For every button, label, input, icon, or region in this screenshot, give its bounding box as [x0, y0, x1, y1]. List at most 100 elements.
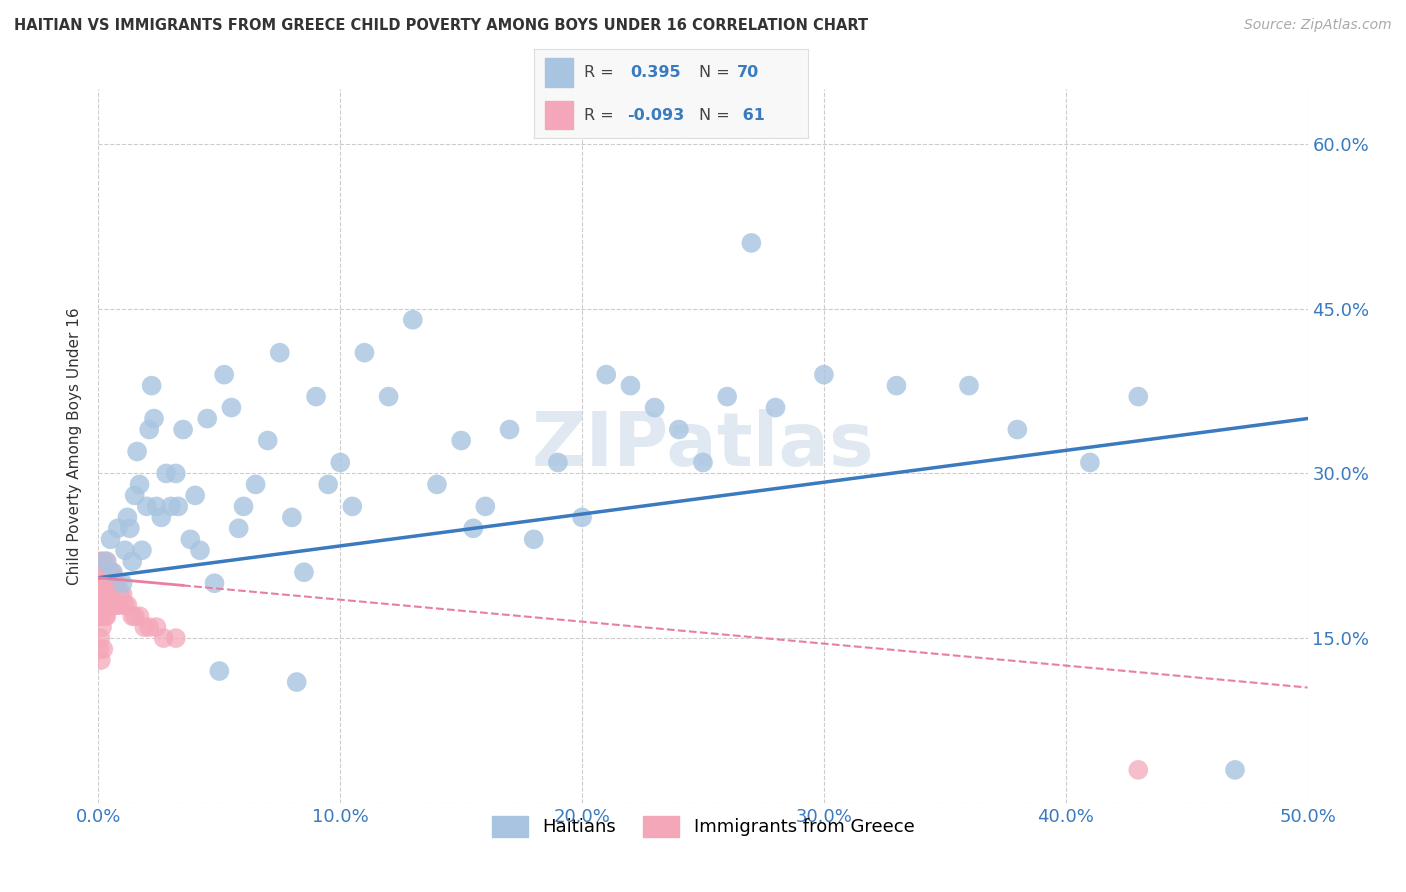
Point	[98, 587, 121, 601]
Point	[105, 598, 128, 612]
Point	[104, 576, 127, 591]
Point	[329, 455, 352, 469]
Point	[145, 620, 167, 634]
Point	[100, 566, 122, 580]
Point	[111, 587, 134, 601]
Point	[94, 566, 117, 580]
Point	[1223, 763, 1246, 777]
Point	[145, 500, 167, 514]
Point	[108, 598, 131, 612]
Point	[89, 587, 111, 601]
Text: 0.395: 0.395	[630, 65, 681, 79]
Point	[90, 653, 112, 667]
Point	[131, 543, 153, 558]
Point	[94, 566, 117, 580]
Point	[765, 401, 787, 415]
Point	[97, 576, 120, 591]
Point	[94, 554, 117, 568]
Point	[108, 587, 131, 601]
Point	[463, 521, 485, 535]
Point	[138, 620, 160, 634]
Point	[619, 378, 641, 392]
Point	[111, 576, 134, 591]
Point	[103, 598, 125, 612]
Point	[353, 345, 375, 359]
Point	[124, 488, 146, 502]
Point	[93, 598, 115, 612]
Text: HAITIAN VS IMMIGRANTS FROM GREECE CHILD POVERTY AMONG BOYS UNDER 16 CORRELATION : HAITIAN VS IMMIGRANTS FROM GREECE CHILD …	[14, 18, 868, 33]
Point	[101, 576, 124, 591]
Text: 61: 61	[737, 108, 765, 122]
Point	[1078, 455, 1101, 469]
Point	[128, 477, 150, 491]
Point	[90, 566, 112, 580]
Point	[377, 390, 399, 404]
Point	[523, 533, 546, 547]
Point	[124, 609, 146, 624]
Point	[118, 521, 141, 535]
Point	[155, 467, 177, 481]
Point	[212, 368, 235, 382]
Point	[285, 675, 308, 690]
Point	[138, 423, 160, 437]
Point	[668, 423, 690, 437]
Point	[188, 543, 211, 558]
Point	[167, 500, 190, 514]
Point	[152, 631, 174, 645]
Point	[143, 411, 166, 425]
Point	[89, 554, 111, 568]
Point	[135, 500, 157, 514]
Point	[114, 543, 136, 558]
Point	[97, 598, 120, 612]
Point	[256, 434, 278, 448]
Point	[426, 477, 449, 491]
Point	[91, 566, 114, 580]
Point	[100, 533, 122, 547]
Point	[94, 598, 117, 612]
Text: N =: N =	[699, 65, 730, 79]
Point	[1128, 763, 1150, 777]
Point	[96, 609, 118, 624]
Point	[305, 390, 328, 404]
Point	[117, 598, 139, 612]
Point	[100, 566, 122, 580]
Point	[716, 390, 738, 404]
Point	[571, 510, 593, 524]
Point	[127, 444, 149, 458]
Point	[98, 566, 121, 580]
Point	[93, 598, 115, 612]
Point	[342, 500, 364, 514]
Point	[97, 598, 120, 612]
Point	[91, 587, 114, 601]
Point	[644, 401, 666, 415]
Point	[89, 631, 111, 645]
Point	[90, 587, 112, 601]
Point	[96, 587, 118, 601]
Point	[128, 609, 150, 624]
Point	[134, 620, 156, 634]
Point	[96, 576, 118, 591]
Text: 70: 70	[737, 65, 759, 79]
Point	[91, 587, 114, 601]
Point	[141, 378, 163, 392]
Point	[94, 609, 117, 624]
Point	[90, 609, 112, 624]
Point	[692, 455, 714, 469]
Point	[165, 631, 187, 645]
Text: ZIPatlas: ZIPatlas	[531, 409, 875, 483]
Point	[101, 566, 124, 580]
Point	[886, 378, 908, 392]
Point	[89, 609, 111, 624]
Point	[93, 566, 115, 580]
Point	[184, 488, 207, 502]
Point	[107, 521, 129, 535]
Y-axis label: Child Poverty Among Boys Under 16: Child Poverty Among Boys Under 16	[67, 307, 83, 585]
Point	[96, 566, 118, 580]
Point	[100, 587, 122, 601]
Point	[957, 378, 980, 392]
Point	[160, 500, 183, 514]
Point	[228, 521, 250, 535]
Point	[1007, 423, 1029, 437]
Point	[813, 368, 835, 382]
Point	[1128, 390, 1150, 404]
